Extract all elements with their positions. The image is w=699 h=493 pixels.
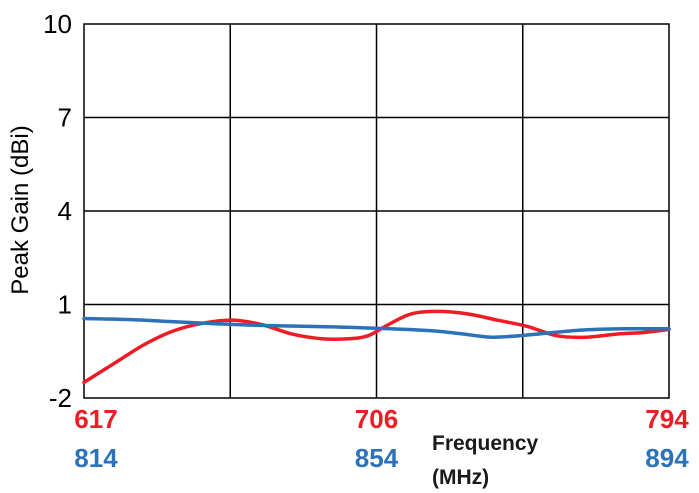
x-tick-label-axis0: 794 xyxy=(645,404,689,434)
y-tick-label: 10 xyxy=(43,9,72,39)
x-axis-unit: (MHz) xyxy=(432,466,489,489)
y-tick-label: -2 xyxy=(49,383,72,413)
x-tick-label-axis1: 814 xyxy=(74,443,118,473)
series-lines xyxy=(82,309,671,385)
y-tick-label: 1 xyxy=(58,290,72,320)
y-tick-label: 4 xyxy=(58,196,72,226)
y-axis-label: Peak Gain (dBi) xyxy=(7,125,34,294)
series-line-1 xyxy=(82,316,671,339)
x-tick-label-axis1: 894 xyxy=(645,443,689,473)
x-tick-label-axis0: 617 xyxy=(74,404,117,434)
y-tick-labels: 10 7 4 1 -2 xyxy=(43,9,72,413)
series-line-0 xyxy=(82,309,671,385)
x-tick-labels: 617 706 794 814 854 894 xyxy=(74,404,689,473)
grid xyxy=(83,23,670,399)
x-axis-label: Frequency xyxy=(432,432,539,455)
x-tick-label-axis0: 706 xyxy=(355,404,398,434)
x-tick-label-axis1: 854 xyxy=(355,443,399,473)
y-tick-label: 7 xyxy=(58,103,72,133)
